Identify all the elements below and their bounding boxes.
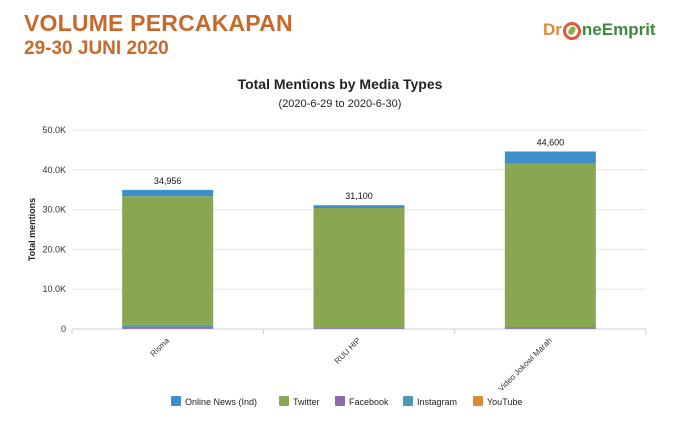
- y-tick-label: 10.0K: [42, 284, 66, 294]
- bar-segment: [504, 151, 596, 164]
- bar-segment: [504, 328, 596, 329]
- bar-segment: [313, 327, 405, 329]
- bar-segment: [122, 324, 214, 327]
- legend-label: Twitter: [293, 397, 320, 407]
- x-tick-label: RUU HIP: [333, 336, 363, 366]
- header-title: VOLUME PERCAKAPAN: [24, 10, 293, 36]
- header-subtitle: 29-30 JUNI 2020: [24, 38, 169, 59]
- bar-total-label: 34,956: [154, 176, 182, 186]
- legend-swatch: [171, 396, 181, 406]
- y-tick-label: 50.0K: [42, 125, 66, 135]
- x-tick-label: Video Jokowi Marah: [497, 336, 554, 393]
- legend-swatch: [335, 396, 345, 406]
- chart-subtitle: (2020-6-29 to 2020-6-30): [278, 98, 402, 110]
- bar-segment: [122, 189, 214, 197]
- legend-swatch: [403, 396, 413, 406]
- bar-segment: [504, 327, 596, 329]
- legend-label: Instagram: [417, 397, 457, 407]
- bar-segment: [122, 326, 214, 329]
- legend-swatch: [279, 396, 289, 406]
- legend-label: Facebook: [349, 397, 389, 407]
- y-axis-label: Total mentions: [27, 198, 37, 261]
- legend-label: YouTube: [487, 397, 522, 407]
- bar-segment: [504, 163, 596, 328]
- bar-segment: [313, 328, 405, 329]
- legend-swatch: [473, 396, 483, 406]
- y-tick-label: 30.0K: [42, 205, 66, 215]
- bar-segment: [313, 208, 405, 328]
- logo-text-start: Dr: [543, 20, 562, 39]
- y-tick-label: 20.0K: [42, 244, 66, 254]
- bar-segment: [313, 205, 405, 209]
- drone-emprit-logo: Dr neEmprit: [543, 20, 656, 40]
- y-tick-label: 40.0K: [42, 165, 66, 175]
- bar-segment: [122, 196, 214, 325]
- chart-title: Total Mentions by Media Types: [237, 76, 443, 92]
- drone-icon: [562, 22, 581, 40]
- logo-text-end: neEmprit: [581, 20, 656, 39]
- legend-label: Online News (Ind): [185, 397, 257, 407]
- x-tick-label: Risma: [149, 336, 172, 359]
- bar-total-label: 31,100: [345, 191, 373, 201]
- bar-total-label: 44,600: [537, 137, 565, 147]
- y-tick-label: 0: [61, 324, 66, 334]
